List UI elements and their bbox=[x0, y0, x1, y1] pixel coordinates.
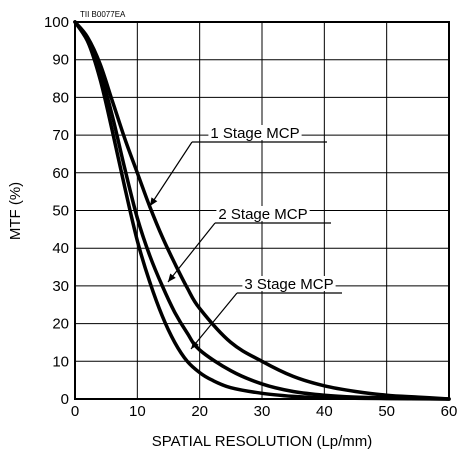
x-tick-label: 30 bbox=[254, 403, 271, 420]
annotation-label-2-stage-mcp: 2 Stage MCP bbox=[218, 206, 307, 223]
series-layer bbox=[73, 20, 451, 401]
y-axis-title: MTF (%) bbox=[7, 182, 24, 240]
y-tick-label: 100 bbox=[44, 14, 69, 31]
series-line-3-stage-mcp bbox=[73, 20, 451, 401]
annotation-arrowhead bbox=[168, 273, 176, 282]
x-tick-label: 0 bbox=[71, 403, 79, 420]
y-tick-label: 60 bbox=[52, 165, 69, 182]
annotation-label-3-stage-mcp: 3 Stage MCP bbox=[244, 276, 333, 293]
y-tick-label: 40 bbox=[52, 240, 69, 257]
series-line-1-stage-mcp bbox=[73, 20, 451, 401]
annotation-arrowhead bbox=[191, 340, 199, 349]
y-tick-labels: 0 10 20 30 40 50 60 70 80 90 100 bbox=[44, 14, 69, 408]
annotation-arrowhead bbox=[150, 197, 158, 206]
y-tick-label: 30 bbox=[52, 278, 69, 295]
annotation-label-background bbox=[242, 276, 336, 291]
y-tick-label: 10 bbox=[52, 353, 69, 370]
x-tick-labels: 0 10 20 30 40 50 60 bbox=[71, 403, 458, 420]
annotation-label-1-stage-mcp: 1 Stage MCP bbox=[210, 125, 299, 142]
y-tick-label: 0 bbox=[61, 391, 69, 408]
annotation-arrow-line bbox=[167, 222, 216, 283]
y-tick-label: 50 bbox=[52, 203, 69, 220]
x-tick-label: 20 bbox=[191, 403, 208, 420]
annotation-arrow-line bbox=[149, 141, 193, 207]
x-tick-label: 50 bbox=[378, 403, 395, 420]
x-axis-title: SPATIAL RESOLUTION (Lp/mm) bbox=[152, 433, 373, 450]
y-tick-label: 80 bbox=[52, 89, 69, 106]
annotation-layer: 1 Stage MCP 2 Stage MCP 3 Stage MCP bbox=[149, 125, 342, 350]
x-tick-label: 60 bbox=[441, 403, 458, 420]
annotation-arrow-line bbox=[190, 292, 238, 350]
y-tick-label: 90 bbox=[52, 52, 69, 69]
y-tick-label: 70 bbox=[52, 127, 69, 144]
annotation-label-background bbox=[208, 125, 302, 140]
plot-frame bbox=[74, 21, 450, 400]
x-tick-label: 40 bbox=[316, 403, 333, 420]
x-tick-label: 10 bbox=[129, 403, 146, 420]
figure-code-label: TII B0077EA bbox=[80, 10, 126, 19]
y-tick-label: 20 bbox=[52, 316, 69, 333]
annotation-label-background bbox=[216, 206, 310, 221]
